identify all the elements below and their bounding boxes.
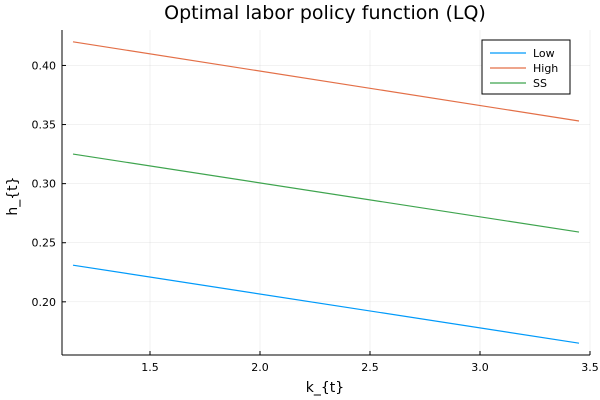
- legend-label-low: Low: [533, 47, 555, 60]
- x-tick-label: 3.5: [581, 361, 599, 374]
- axes: [61, 30, 591, 356]
- series-line-low: [72, 264, 580, 344]
- legend: Low High SS: [481, 39, 571, 95]
- x-tick-label: 3.0: [471, 361, 489, 374]
- legend-label-ss: SS: [533, 77, 547, 90]
- legend-label-high: High: [533, 62, 558, 75]
- series-line-ss: [72, 153, 580, 233]
- chart-title: Optimal labor policy function (LQ): [164, 2, 486, 24]
- x-tick-label: 2.0: [251, 361, 269, 374]
- x-tick-label: 2.5: [361, 361, 379, 374]
- y-tick-label: 0.35: [32, 119, 57, 132]
- y-tick-label: 0.20: [32, 296, 57, 309]
- y-tick-label: 0.30: [32, 178, 57, 191]
- x-axis-label: k_{t}: [306, 380, 344, 396]
- x-tick-label: 1.5: [141, 361, 159, 374]
- y-axis-label: h_{t}: [5, 176, 21, 215]
- y-tick-label: 0.25: [32, 237, 57, 250]
- tick-labels: 1.5 2.0 2.5 3.0 3.5 0.20 0.25 0.30 0.35 0.40: [32, 59, 599, 374]
- y-tick-label: 0.40: [32, 59, 57, 72]
- legend-box: [481, 39, 571, 95]
- series-line-high: [72, 41, 580, 122]
- series-lines: [72, 41, 580, 344]
